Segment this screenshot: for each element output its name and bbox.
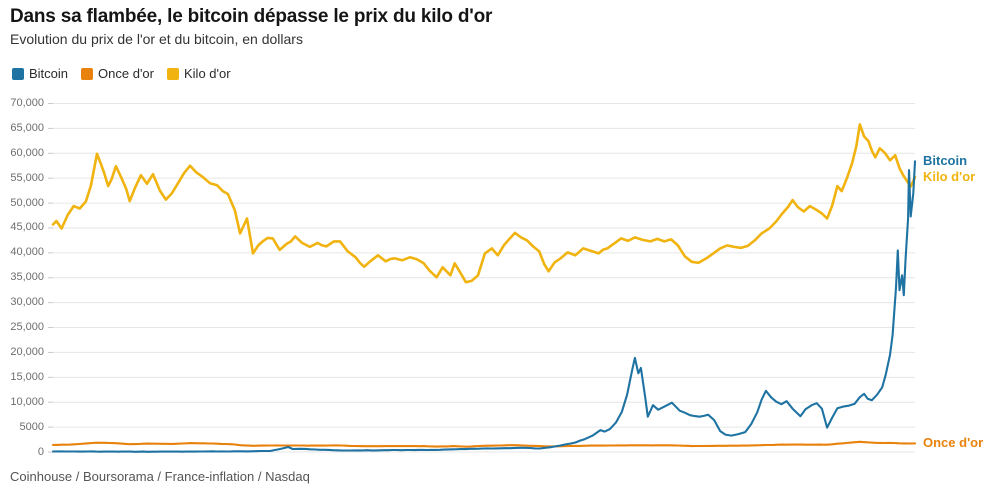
y-axis-label: 50,000 bbox=[10, 196, 44, 209]
y-axis-label: 60,000 bbox=[10, 146, 44, 159]
series-end-label-once-dor: Once d'or bbox=[923, 435, 984, 451]
chart-title: Dans sa flambée, le bitcoin dépasse le p… bbox=[10, 6, 493, 27]
series-line-bitcoin bbox=[51, 160, 917, 453]
legend-item-once-dor: Once d'or bbox=[81, 66, 154, 81]
y-axis-label: 65,000 bbox=[10, 121, 44, 134]
series-line-once-d-or bbox=[51, 440, 917, 448]
series-line-kilo-d-or bbox=[51, 123, 917, 284]
chart-subtitle: Evolution du prix de l'or et du bitcoin,… bbox=[10, 31, 303, 47]
y-axis-label: 35,000 bbox=[10, 271, 44, 284]
legend: Bitcoin Once d'or Kilo d'or bbox=[12, 66, 231, 81]
y-axis-label: 30,000 bbox=[10, 296, 44, 309]
legend-swatch-bitcoin bbox=[12, 67, 24, 80]
y-axis-label: 10,000 bbox=[10, 395, 44, 408]
legend-swatch-kilo-dor bbox=[167, 67, 179, 80]
source-credit: Coinhouse / Boursorama / France-inflatio… bbox=[10, 469, 310, 484]
y-axis-label: 5000 bbox=[19, 420, 44, 433]
y-axis-label: 70,000 bbox=[10, 97, 44, 109]
y-axis-label: 20,000 bbox=[10, 345, 44, 358]
legend-item-kilo-dor: Kilo d'or bbox=[167, 66, 231, 81]
y-axis-label: 40,000 bbox=[10, 246, 44, 259]
y-axis-label: 45,000 bbox=[10, 221, 44, 234]
legend-label-kilo-dor: Kilo d'or bbox=[184, 66, 231, 81]
series-end-label-bitcoin: Bitcoin bbox=[923, 153, 968, 169]
y-axis-label: 15,000 bbox=[10, 370, 44, 383]
y-axis-label: 25,000 bbox=[10, 321, 44, 334]
y-axis-label: 55,000 bbox=[10, 171, 44, 184]
legend-swatch-once-dor bbox=[81, 67, 94, 80]
series-end-label-kilo-dor: Kilo d'or bbox=[923, 169, 976, 185]
legend-label-bitcoin: Bitcoin bbox=[29, 66, 69, 81]
legend-label-once-dor: Once d'or bbox=[98, 66, 154, 81]
legend-item-bitcoin: Bitcoin bbox=[12, 66, 68, 81]
y-axis-label: 0 bbox=[37, 445, 44, 458]
